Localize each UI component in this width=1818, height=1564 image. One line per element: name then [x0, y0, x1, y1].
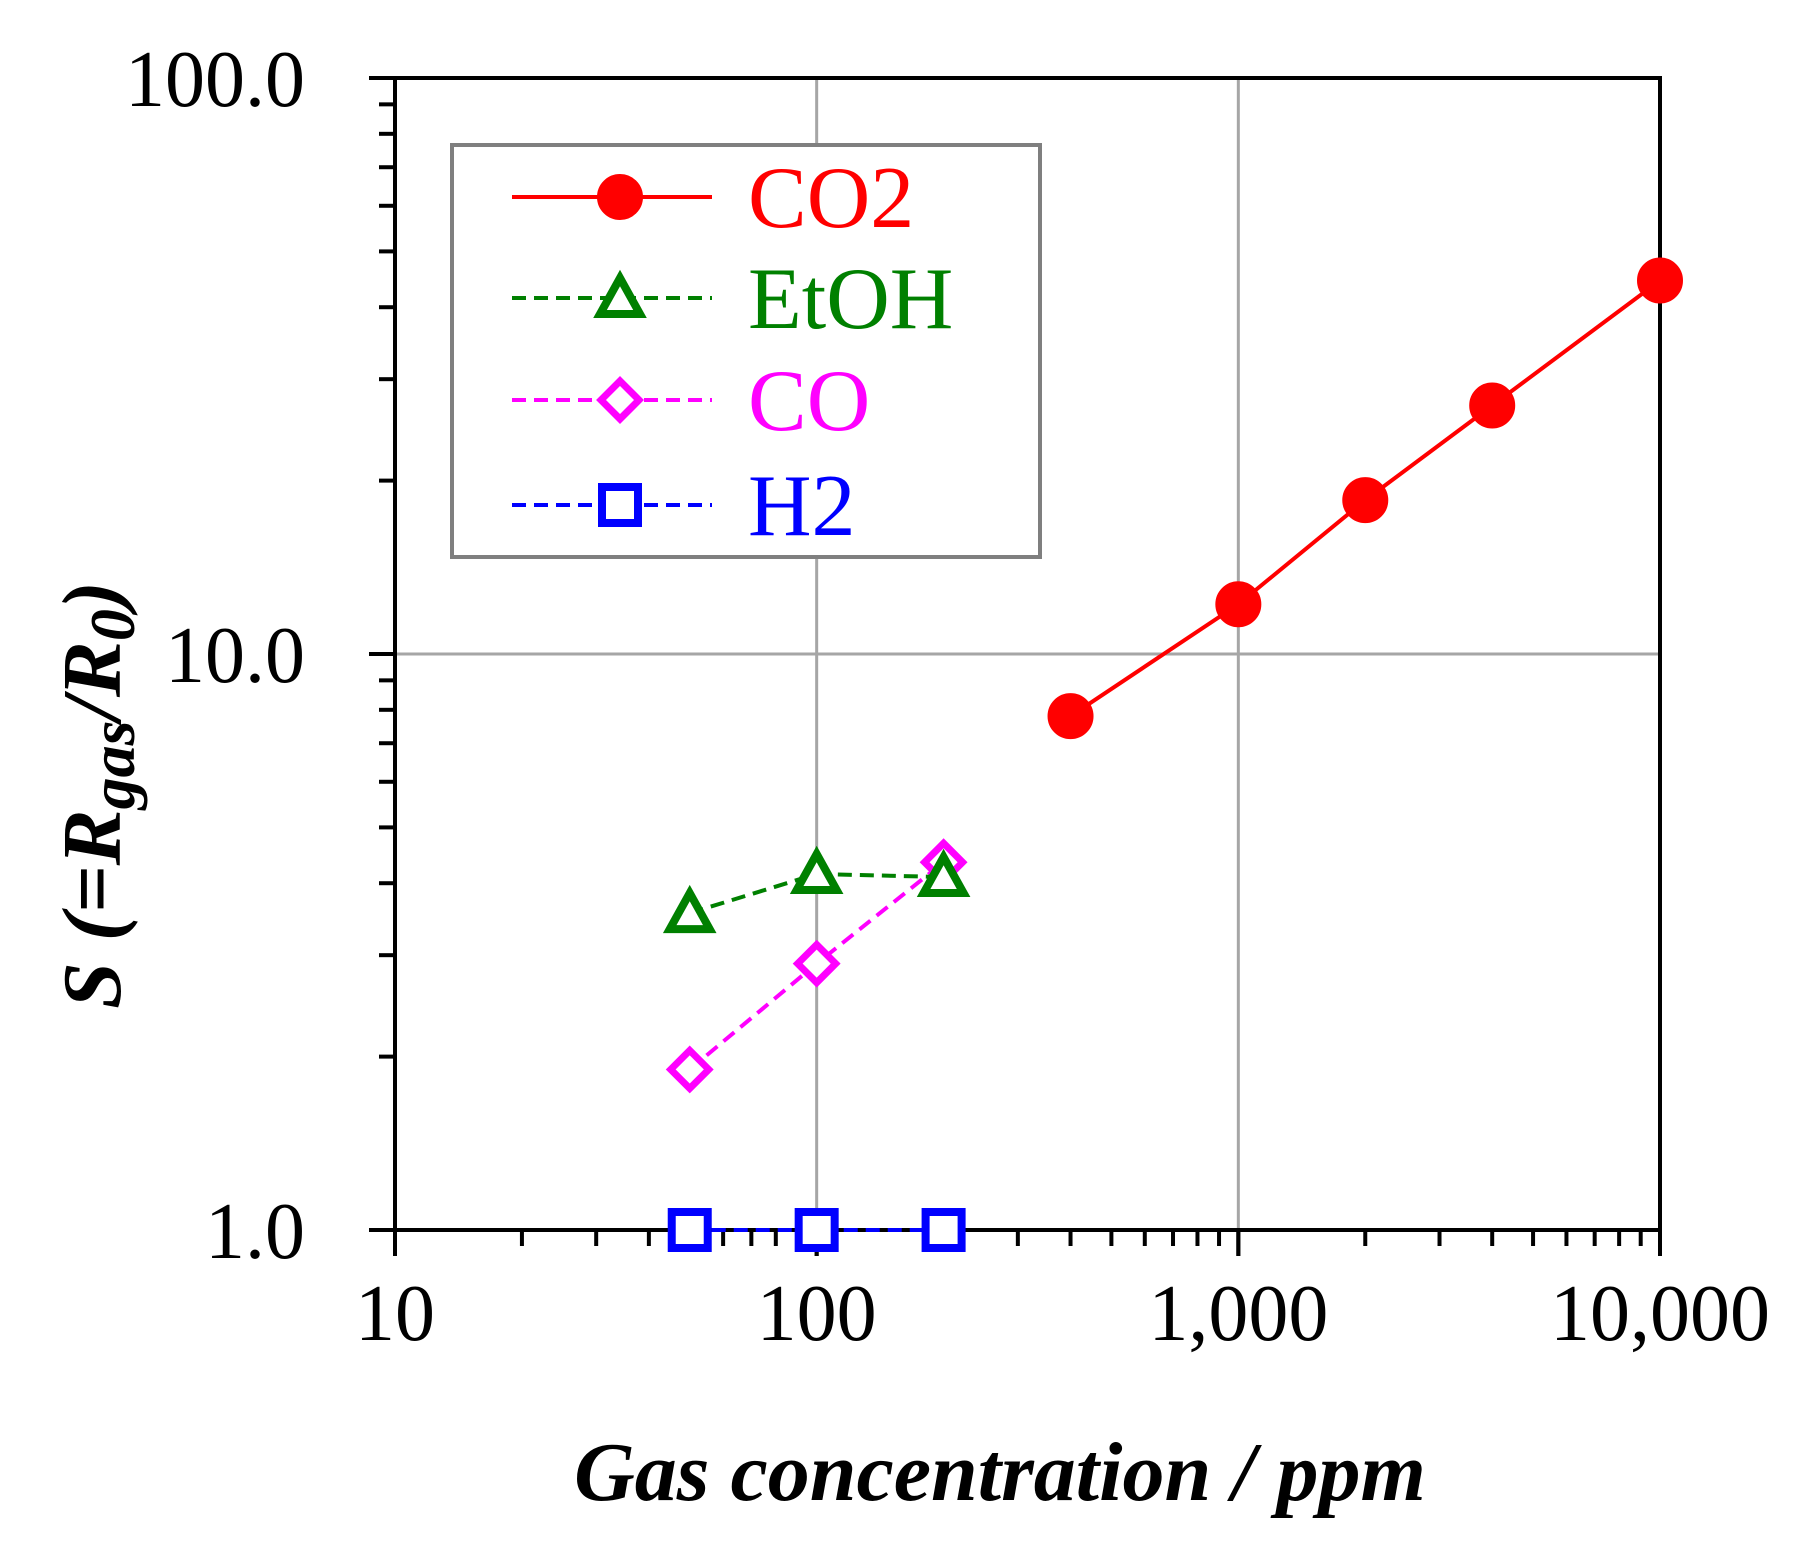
- x-tick-labels: 10 100 1,000 10,000: [355, 1270, 1770, 1358]
- x-axis-title: Gas concentration / ppm: [574, 1426, 1426, 1519]
- data-point-h2: [794, 1208, 839, 1252]
- data-point-h2: [921, 1208, 966, 1252]
- y-axis-title-r1: R: [46, 809, 139, 866]
- series-layer: [662, 257, 1683, 1252]
- x-tick-label: 10,000: [1550, 1270, 1770, 1358]
- y-tick-labels: 1.0 10.0 100.0: [125, 36, 305, 1276]
- y-tick-label: 10.0: [165, 612, 305, 700]
- x-tick-label: 1,000: [1148, 1270, 1328, 1358]
- data-point-co: [665, 1045, 714, 1094]
- legend-box: [450, 143, 1042, 559]
- y-tick-label: 1.0: [205, 1188, 305, 1276]
- data-point-co2: [1215, 581, 1262, 628]
- legend-item-etoh: EtOH: [512, 251, 953, 348]
- data-point-co2: [1342, 477, 1389, 524]
- data-point-co2: [1047, 693, 1094, 740]
- x-tick-label: 10: [355, 1270, 435, 1358]
- data-point-co2: [1469, 382, 1516, 429]
- legend-marker-etoh: [593, 269, 647, 318]
- data-point-co2: [1637, 257, 1683, 304]
- series-h2: [667, 1208, 966, 1252]
- y-axis-title: S (=Rgas/R0): [46, 581, 148, 1009]
- legend-label-co2: CO2: [748, 150, 914, 247]
- y-tick-label: 100.0: [125, 36, 305, 124]
- legend-label-co: CO: [748, 353, 870, 450]
- data-point-co: [792, 939, 841, 988]
- legend-marker-co: [596, 376, 644, 424]
- legend-label-etoh: EtOH: [748, 251, 953, 348]
- series-etoh: [662, 845, 971, 934]
- legend-item-co: CO: [512, 353, 870, 450]
- legend-item-co2: CO2: [512, 150, 914, 247]
- y-axis-title-sub2: 0: [77, 609, 148, 641]
- y-axis-title-sub1: gas: [77, 720, 148, 811]
- legend-marker-co2: [597, 174, 643, 220]
- y-axis-title-s: S: [46, 962, 139, 1009]
- y-axis-title-r2: R: [46, 641, 139, 698]
- legend-label-h2: H2: [748, 458, 856, 555]
- legend-marker-h2: [598, 483, 642, 527]
- legend-item-h2: H2: [512, 458, 856, 555]
- data-point-etoh: [916, 848, 971, 898]
- series-co2: [1047, 257, 1683, 740]
- data-point-etoh: [789, 845, 844, 895]
- data-point-etoh: [662, 884, 717, 934]
- y-axis-title-open: (=: [46, 865, 139, 962]
- x-tick-label: 100: [757, 1270, 877, 1358]
- data-point-h2: [667, 1208, 712, 1252]
